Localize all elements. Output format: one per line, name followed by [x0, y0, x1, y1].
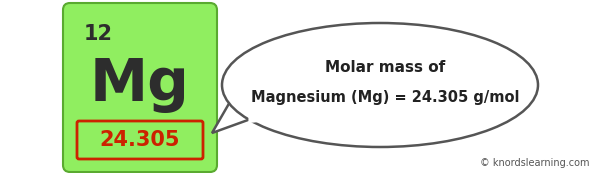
- Ellipse shape: [222, 23, 538, 147]
- Polygon shape: [248, 62, 268, 123]
- Polygon shape: [212, 66, 250, 133]
- Text: Magnesium (Mg) = 24.305 g/mol: Magnesium (Mg) = 24.305 g/mol: [251, 90, 519, 106]
- FancyBboxPatch shape: [63, 3, 217, 172]
- Text: 12: 12: [84, 24, 113, 44]
- Text: 24.305: 24.305: [100, 130, 180, 150]
- Text: Molar mass of: Molar mass of: [325, 61, 445, 75]
- Text: Mg: Mg: [90, 56, 190, 113]
- Text: © knordslearning.com: © knordslearning.com: [481, 158, 590, 168]
